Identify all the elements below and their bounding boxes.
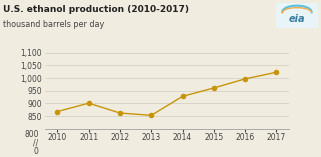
Text: eia: eia: [289, 14, 305, 24]
Text: thousand barrels per day: thousand barrels per day: [3, 20, 104, 29]
Text: 800: 800: [24, 130, 39, 138]
Text: 0: 0: [34, 147, 39, 156]
Text: //: //: [33, 139, 39, 148]
Text: U.S. ethanol production (2010-2017): U.S. ethanol production (2010-2017): [3, 5, 189, 14]
